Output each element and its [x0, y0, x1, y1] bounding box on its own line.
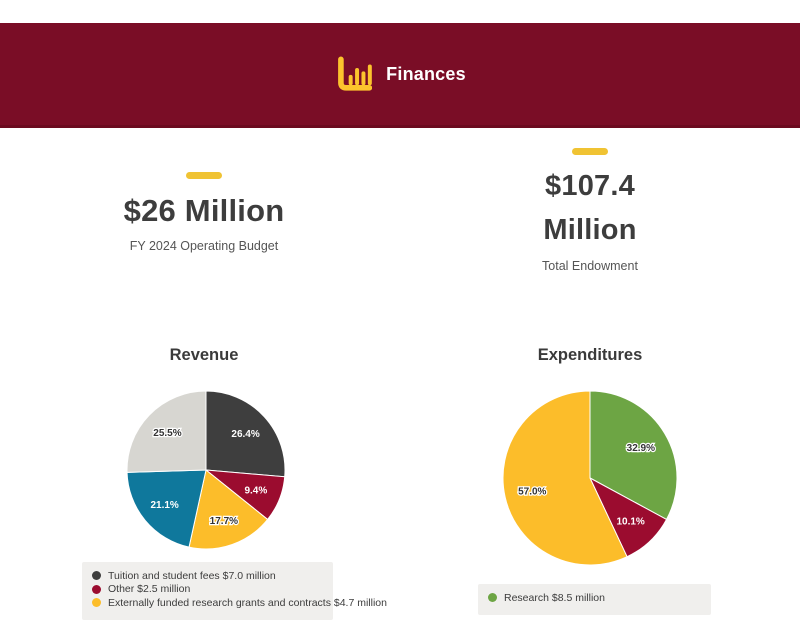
revenue-chart-title: Revenue: [169, 346, 239, 364]
finances-header: Finances: [0, 23, 800, 128]
legend-item[interactable]: Tuition and student fees $7.0 million: [92, 569, 323, 583]
bar-chart-icon: [338, 56, 373, 91]
pie-slice-label: 17.7%: [210, 516, 238, 527]
gold-accent-bar: [186, 172, 222, 179]
stat-label: Total Endowment: [542, 259, 638, 273]
legend-item[interactable]: Other $2.5 million: [92, 583, 323, 597]
expenditures-legend: Research $8.5 million: [478, 584, 711, 615]
pie-slice-label: 32.9%: [627, 443, 655, 454]
legend-item[interactable]: Externally funded research grants and co…: [92, 596, 387, 610]
stat-label: FY 2024 Operating Budget: [129, 239, 279, 254]
stat-total-endowment: $107.4 Million Total Endowment: [500, 148, 680, 273]
legend-label: Other $2.5 million: [108, 583, 191, 596]
legend-color-dot: [92, 584, 101, 594]
pie-slice-label: 57.0%: [518, 486, 546, 497]
pie-slice-label: 25.5%: [153, 428, 181, 439]
pie-slice-label: 26.4%: [231, 429, 259, 440]
legend-item[interactable]: Research $8.5 million: [488, 591, 701, 605]
pie-slice[interactable]: [126, 390, 207, 473]
gold-accent-bar: [572, 148, 608, 155]
page-title: Finances: [386, 63, 466, 84]
expenditures-pie-chart[interactable]: 32.9% 10.1% 57.0%: [500, 388, 680, 568]
pie-slice[interactable]: [126, 469, 207, 548]
pie-slice[interactable]: [188, 469, 269, 550]
legend-label: Research $8.5 million: [504, 591, 605, 604]
pie-slice[interactable]: [589, 390, 678, 521]
expenditures-chart-title: Expenditures: [537, 346, 643, 364]
stat-value: $26 Million: [123, 193, 285, 228]
revenue-legend: Tuition and student fees $7.0 million Oth…: [82, 562, 387, 620]
legend-color-dot: [488, 593, 497, 603]
stat-value: $107.4 Million: [543, 170, 637, 246]
pie-slice-label: 10.1%: [616, 516, 644, 527]
legend-color-dot: [92, 571, 101, 581]
pie-slice-label: 21.1%: [150, 500, 178, 511]
stat-operating-budget: $26 Million FY 2024 Operating Budget: [84, 172, 324, 253]
legend-label: Externally funded research grants and co…: [108, 596, 387, 609]
revenue-pie-chart[interactable]: 26.4% 9.4% 17.7% 21.1% 25.5%: [124, 388, 288, 552]
legend-label: Tuition and student fees $7.0 million: [108, 569, 276, 582]
pie-slice[interactable]: [502, 390, 628, 566]
pie-slice[interactable]: [205, 390, 286, 478]
pie-slice-label: 9.4%: [244, 485, 267, 496]
